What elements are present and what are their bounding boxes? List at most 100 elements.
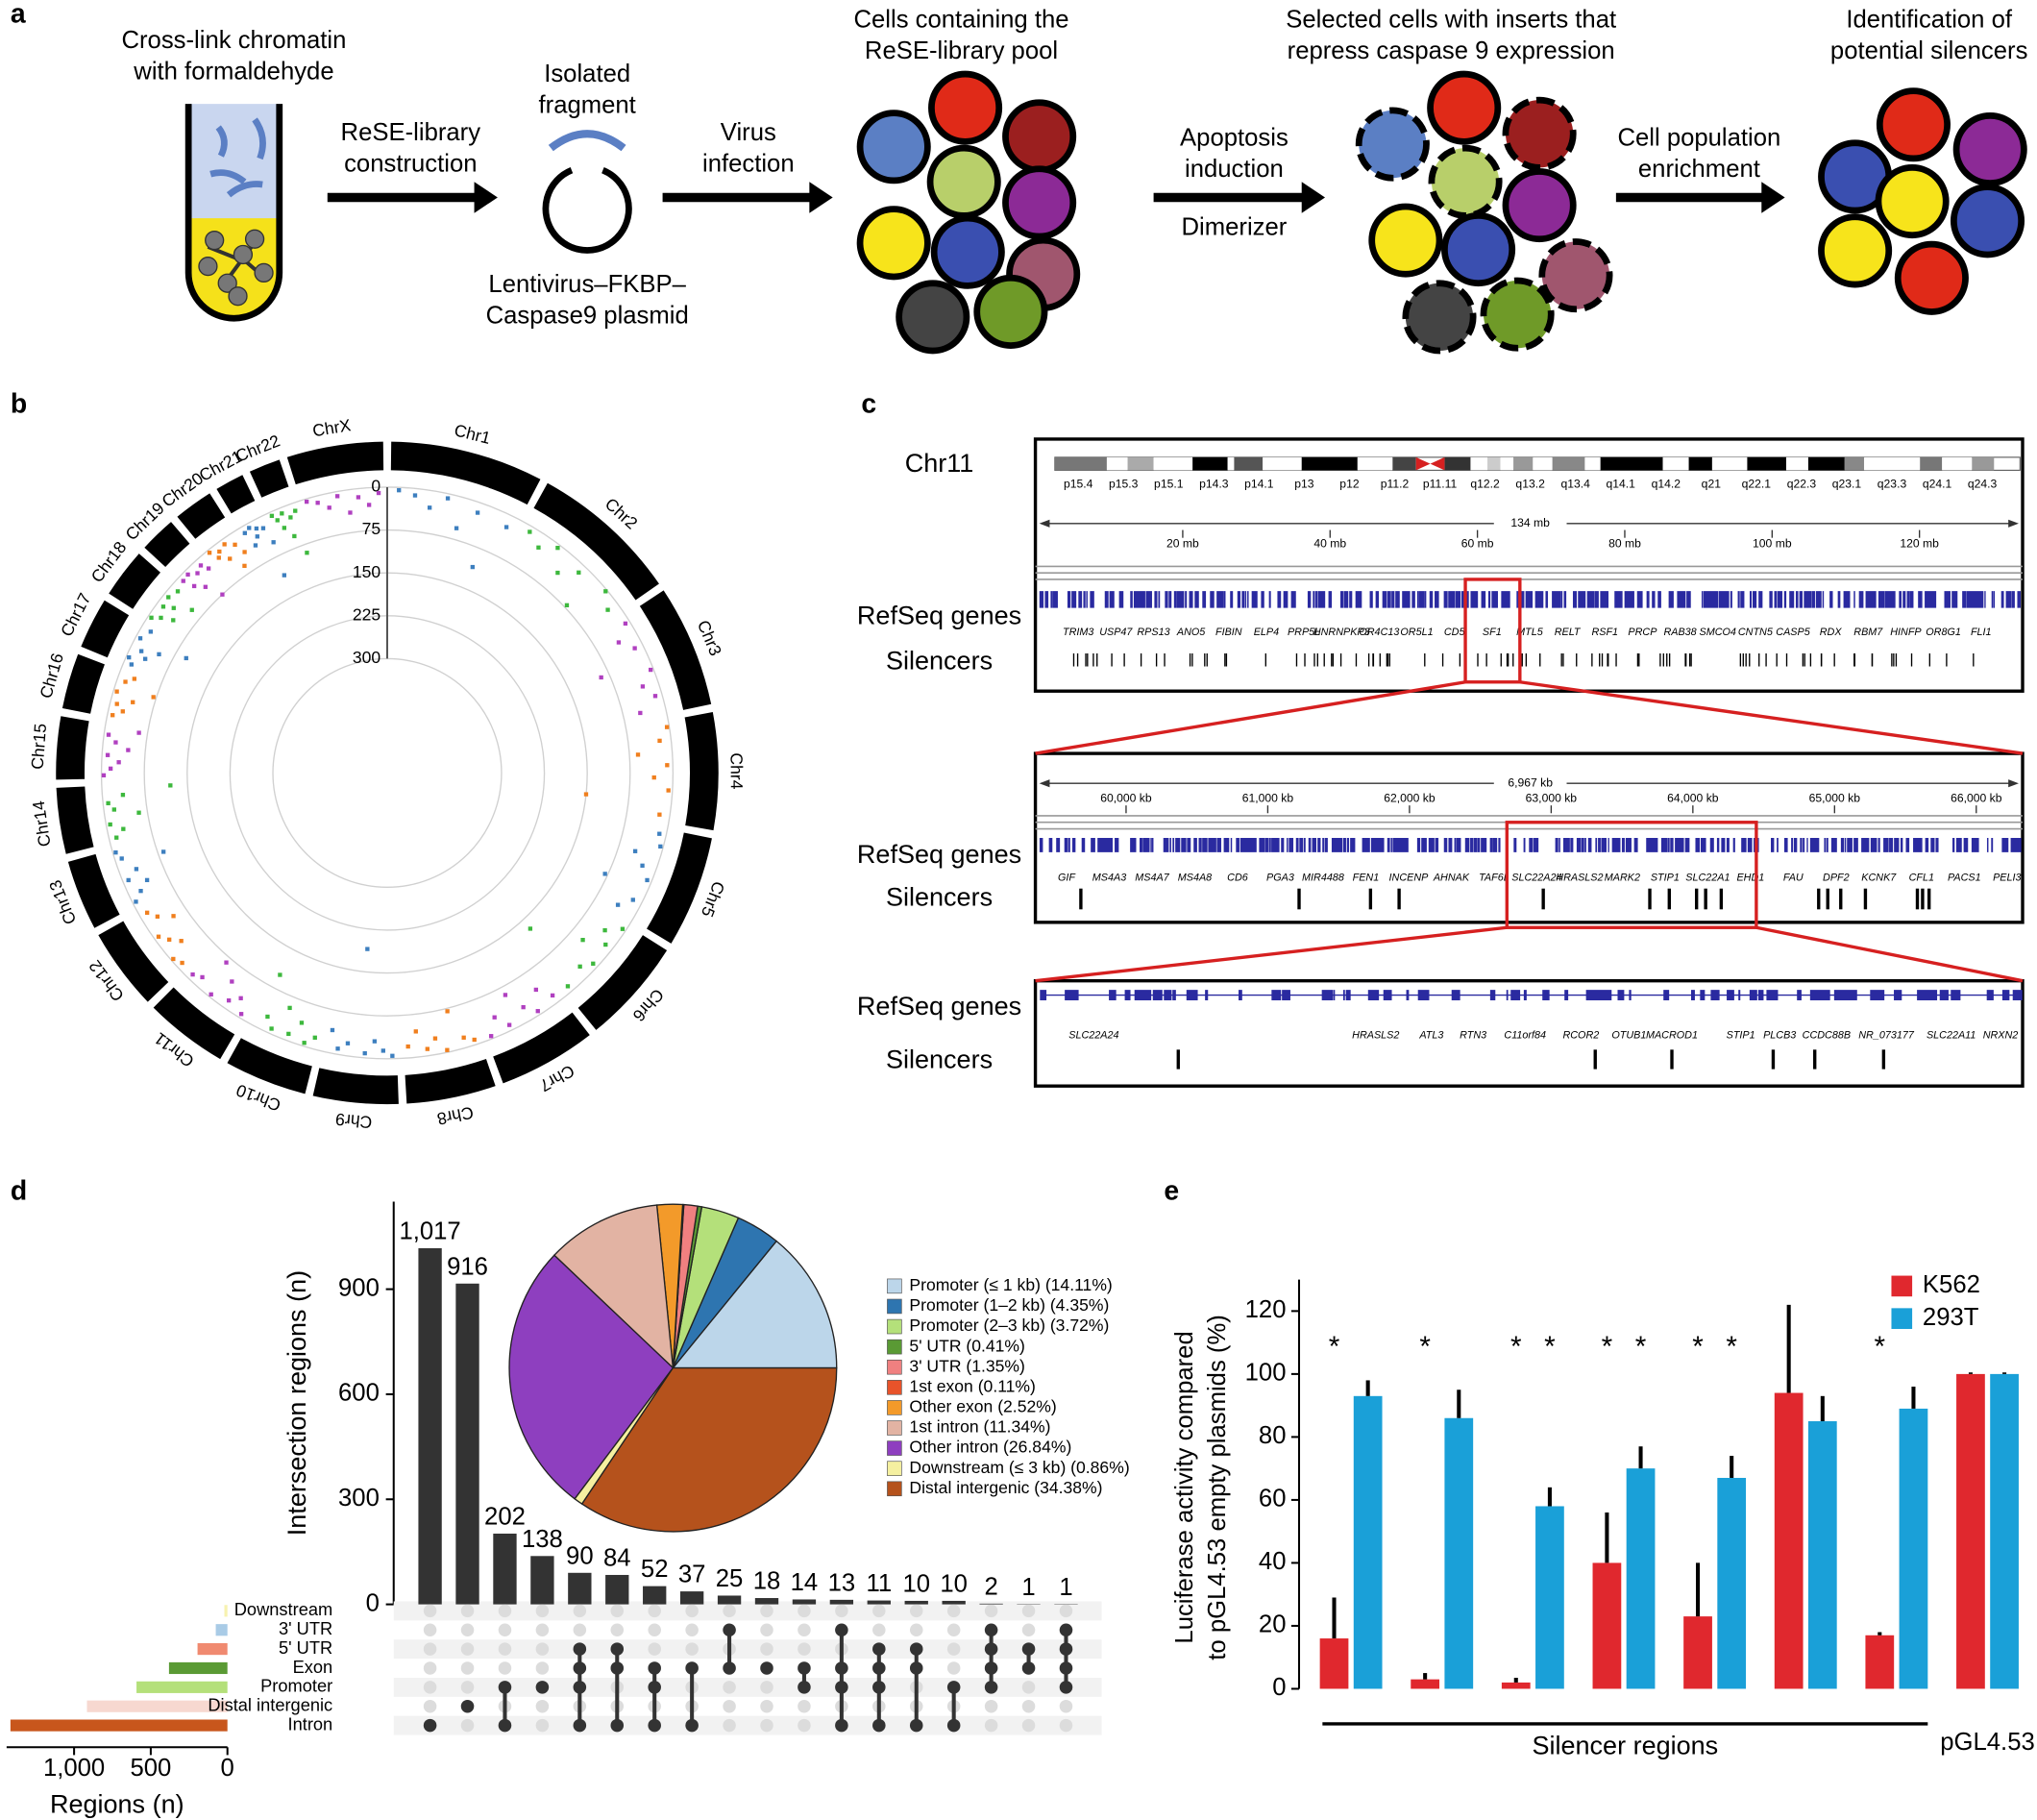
panel-label: e bbox=[1164, 1176, 1179, 1207]
point bbox=[160, 604, 166, 609]
bar bbox=[1990, 1373, 2019, 1689]
point bbox=[528, 926, 533, 931]
band bbox=[1127, 456, 1154, 471]
legend-swatch bbox=[887, 1278, 902, 1294]
gene-name: HINFP bbox=[1890, 627, 1922, 638]
point bbox=[564, 603, 570, 608]
cell bbox=[1402, 280, 1477, 355]
legend-swatch bbox=[887, 1400, 902, 1415]
matrix-dot-empty bbox=[872, 1604, 886, 1618]
value-label: 1,017 bbox=[399, 1218, 460, 1245]
legend-label: 1st exon (0.11%) bbox=[909, 1376, 1035, 1395]
point bbox=[503, 525, 509, 529]
gene-name: RCOR2 bbox=[1562, 1029, 1599, 1041]
set-label: 3' UTR bbox=[279, 1618, 332, 1638]
cell bbox=[1502, 96, 1577, 171]
bar bbox=[942, 1600, 966, 1605]
value-label: 2 bbox=[984, 1573, 997, 1600]
set-bar bbox=[215, 1624, 228, 1636]
arrow-head bbox=[809, 182, 833, 213]
point bbox=[209, 992, 213, 996]
track-box bbox=[1033, 978, 2025, 1088]
gene-name: PRCP bbox=[1628, 627, 1657, 638]
point bbox=[119, 856, 124, 861]
point bbox=[269, 513, 275, 518]
matrix-dot bbox=[610, 1661, 625, 1675]
matrix-dot-empty bbox=[460, 1718, 475, 1733]
matrix-dot-empty bbox=[460, 1681, 475, 1694]
step-text: ReSE-library pool bbox=[865, 37, 1058, 64]
point bbox=[412, 493, 418, 498]
matrix-dot-empty bbox=[685, 1642, 699, 1656]
step-text: Cells containing the bbox=[853, 6, 1068, 33]
point bbox=[247, 526, 252, 530]
set-bar bbox=[224, 1605, 228, 1617]
point bbox=[506, 1022, 512, 1027]
gene-name: PACS1 bbox=[1948, 873, 1981, 884]
point bbox=[149, 615, 154, 620]
point bbox=[286, 1031, 291, 1037]
matrix-dot-empty bbox=[1021, 1623, 1036, 1636]
bar bbox=[1899, 1408, 1928, 1689]
point bbox=[179, 939, 184, 944]
set-label: 5' UTR bbox=[279, 1637, 332, 1658]
matrix-dot-empty bbox=[423, 1699, 437, 1713]
gene-name: FEN1 bbox=[1353, 873, 1380, 884]
bar bbox=[679, 1591, 704, 1605]
value-label: 138 bbox=[522, 1526, 563, 1553]
matrix-dot-empty bbox=[1059, 1699, 1073, 1713]
pie-slice bbox=[671, 1240, 838, 1369]
point bbox=[535, 1009, 540, 1014]
gene-name: RBM7 bbox=[1853, 627, 1883, 638]
point bbox=[327, 505, 331, 510]
matrix-dot-empty bbox=[535, 1623, 550, 1636]
point bbox=[206, 566, 211, 571]
pie-slice bbox=[580, 1366, 838, 1533]
matrix-dot-empty bbox=[460, 1661, 475, 1675]
r-tick-label: 150 bbox=[353, 562, 381, 581]
gene-name: CD5 bbox=[1444, 627, 1466, 638]
gene-name: RPS13 bbox=[1137, 627, 1169, 638]
y-tick-label: 20 bbox=[1259, 1611, 1287, 1638]
point bbox=[630, 898, 635, 902]
point bbox=[282, 573, 287, 578]
x-tick-label: 65,000 kb bbox=[1809, 792, 1861, 805]
point bbox=[461, 1035, 466, 1040]
point bbox=[138, 649, 144, 653]
point bbox=[275, 518, 280, 523]
matrix-dot-empty bbox=[760, 1604, 773, 1618]
legend-swatch bbox=[887, 1380, 902, 1395]
value-label: 10 bbox=[940, 1571, 968, 1598]
matrix-dot bbox=[1059, 1642, 1073, 1656]
matrix-dot-empty bbox=[535, 1642, 550, 1656]
x-tick-label: 120 mb bbox=[1900, 537, 1939, 551]
point bbox=[445, 1009, 450, 1014]
chromosome-segment bbox=[177, 493, 226, 539]
point bbox=[228, 556, 233, 561]
point bbox=[171, 956, 176, 962]
matrix-dot bbox=[984, 1681, 998, 1694]
centromere bbox=[1430, 456, 1445, 471]
point bbox=[110, 713, 115, 718]
band bbox=[1500, 456, 1514, 471]
point bbox=[116, 760, 121, 765]
zoom-line bbox=[1755, 925, 2024, 983]
chromosome-segment bbox=[647, 832, 712, 944]
point bbox=[335, 1046, 340, 1051]
band bbox=[1920, 456, 1943, 471]
gene-name: MS4A7 bbox=[1135, 873, 1169, 884]
row-band bbox=[393, 1601, 1102, 1621]
step-text: Selected cells with inserts that bbox=[1286, 6, 1616, 33]
point bbox=[166, 595, 171, 600]
point bbox=[216, 555, 221, 560]
gene-name: MARK2 bbox=[1605, 873, 1640, 884]
point bbox=[151, 695, 156, 700]
point bbox=[101, 773, 107, 778]
band bbox=[1600, 456, 1663, 471]
gene-name: MS4A3 bbox=[1092, 873, 1126, 884]
gene-name: STIP1 bbox=[1651, 873, 1680, 884]
band bbox=[1552, 456, 1585, 471]
matrix-dot bbox=[573, 1661, 587, 1675]
matrix-dot bbox=[1021, 1661, 1036, 1675]
point bbox=[640, 684, 646, 689]
